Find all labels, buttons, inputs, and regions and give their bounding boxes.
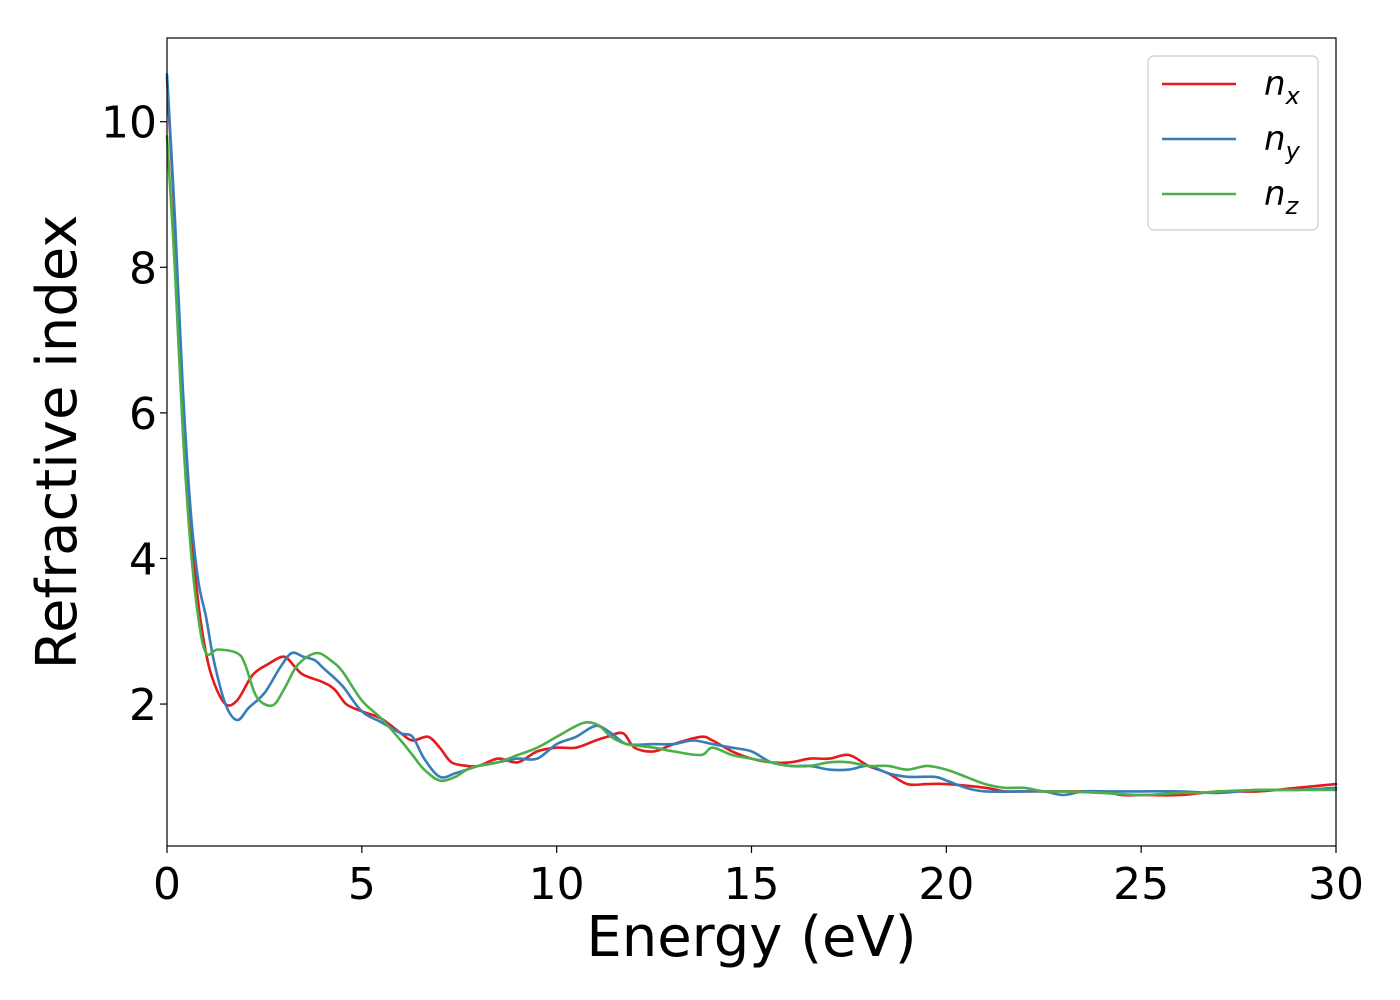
y-tick-label: 4 — [129, 534, 157, 585]
series-layer — [165, 73, 1338, 797]
y-axis-title: Refractive index — [25, 215, 90, 670]
legend-label-ny: ny — [1264, 119, 1301, 165]
series-line-ny — [165, 73, 1338, 797]
x-tick-label: 5 — [348, 859, 376, 910]
x-tick-label: 20 — [918, 859, 974, 910]
x-tick-label: 30 — [1308, 859, 1364, 910]
series-line-nz — [165, 135, 1338, 797]
y-tick-label: 10 — [101, 98, 157, 149]
y-axis-ticks: 2 4 6 8 10 — [101, 98, 167, 731]
x-tick-label: 0 — [153, 859, 181, 910]
x-axis-ticks: 0 5 10 15 20 25 30 — [153, 846, 1364, 910]
x-tick-label: 10 — [529, 859, 585, 910]
legend-label-nx: nx — [1264, 64, 1301, 110]
y-tick-label: 6 — [129, 389, 157, 440]
x-tick-label: 15 — [724, 859, 780, 910]
y-tick-label: 8 — [129, 243, 157, 294]
x-axis-title: Energy (eV) — [586, 905, 916, 970]
x-tick-label: 25 — [1113, 859, 1169, 910]
y-tick-label: 2 — [129, 680, 157, 731]
legend-box — [1147, 55, 1319, 231]
